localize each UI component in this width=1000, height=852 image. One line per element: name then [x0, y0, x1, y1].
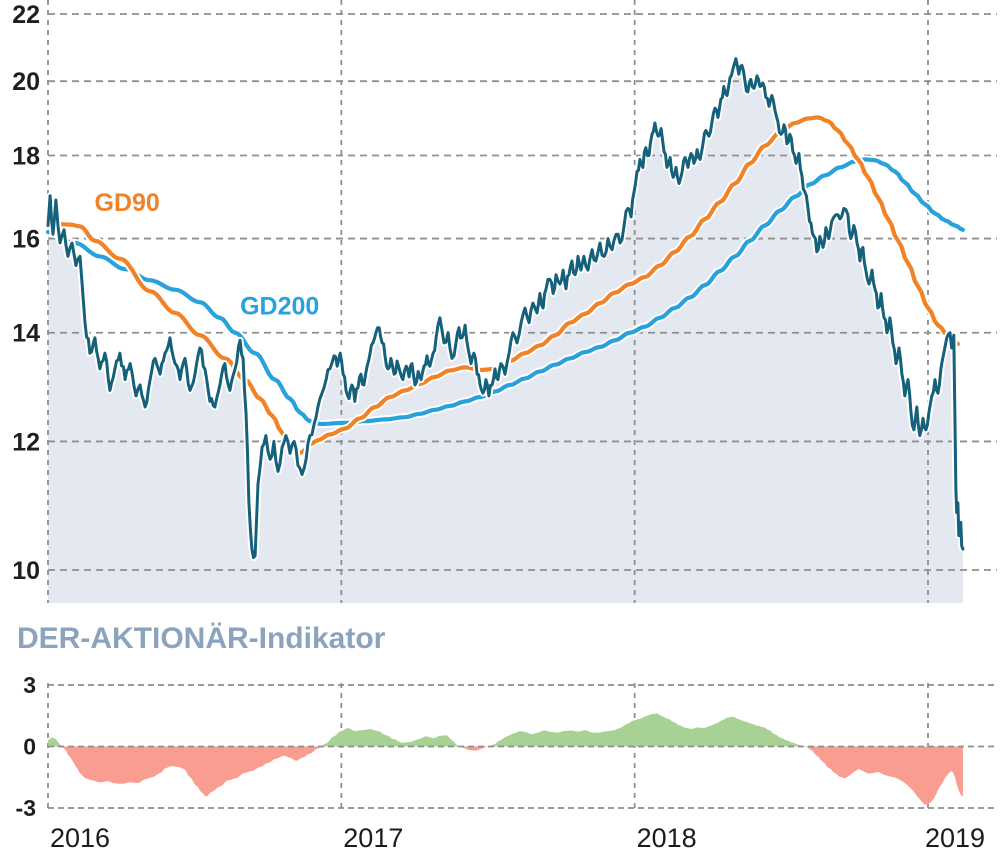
gd90-label: GD90	[95, 189, 160, 217]
price-panel: 22 20 18 16 14 12 10 GD90 GD200	[12, 0, 997, 603]
gd200-label: GD200	[240, 293, 319, 321]
indicator-title: DER-AKTIONÄR-Indikator	[17, 622, 386, 655]
x-axis-label-2017: 2017	[343, 823, 403, 852]
y-axis-tick-10: 10	[12, 557, 40, 585]
indicator-tick--3: -3	[16, 795, 36, 821]
y-axis-tick-12: 12	[12, 428, 40, 456]
indicator-positive-area	[48, 713, 963, 747]
y-axis-tick-16: 16	[12, 226, 40, 254]
indicator-tick-0: 0	[23, 734, 36, 760]
y-axis-tick-14: 14	[12, 320, 40, 348]
price-line	[46, 57, 965, 560]
price-area	[48, 58, 963, 603]
x-axis-label-2019: 2019	[925, 823, 985, 852]
x-axis-label-2016: 2016	[50, 823, 110, 852]
y-axis-tick-18: 18	[12, 143, 40, 171]
y-axis-tick-20: 20	[12, 68, 40, 96]
indicator-negative-area	[48, 746, 963, 805]
indicator-tick-3: 3	[23, 672, 36, 698]
y-axis-tick-22: 22	[12, 1, 40, 29]
x-axis-label-2018: 2018	[637, 823, 697, 852]
indicator-panel: 3 0 -3 2016 2017 2018 2019	[16, 672, 997, 852]
